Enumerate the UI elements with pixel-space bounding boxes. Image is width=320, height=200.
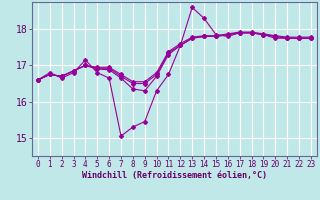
X-axis label: Windchill (Refroidissement éolien,°C): Windchill (Refroidissement éolien,°C) — [82, 171, 267, 180]
